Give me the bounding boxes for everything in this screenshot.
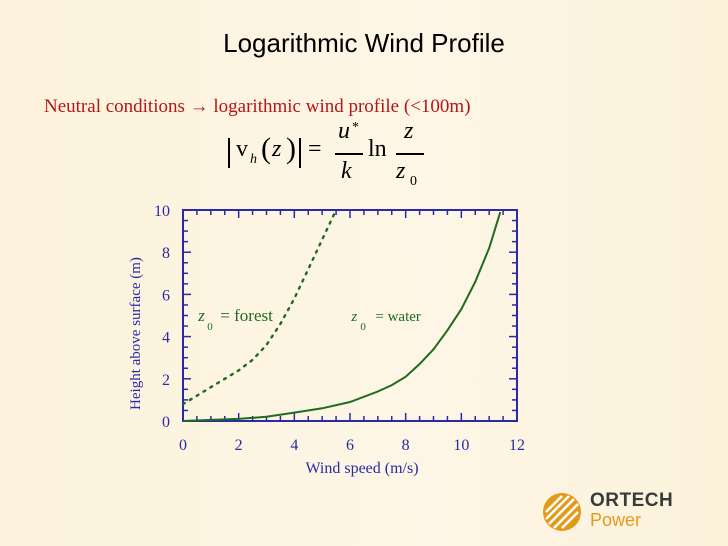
- fraction-bar-2: [396, 153, 424, 155]
- formula-ln: ln: [368, 136, 387, 162]
- x-tick-label: 2: [235, 437, 243, 454]
- y-tick-label: 4: [162, 330, 170, 347]
- x-tick-label: 4: [290, 437, 298, 454]
- formula-u: u: [338, 118, 350, 144]
- paren-open: (: [261, 132, 271, 165]
- annotation-forest: z0 = forest: [197, 306, 273, 333]
- paren-close: ): [286, 132, 296, 165]
- formula-z-arg: z: [272, 136, 282, 162]
- ortech-logo-mark: [543, 493, 581, 531]
- y-tick-label: 6: [162, 287, 170, 304]
- formula-h-subscript: h: [250, 152, 257, 167]
- slide-subtitle: Neutral conditions → logarithmic wind pr…: [44, 96, 471, 117]
- x-tick-label: 6: [346, 437, 354, 454]
- annotation-subscript: 0: [207, 321, 213, 333]
- ortech-logo: ORTECH Power: [538, 488, 688, 536]
- series-forest-line: [181, 208, 338, 406]
- formula-z-num: z: [404, 118, 414, 144]
- y-axis-label: Height above surface (m): [128, 257, 144, 410]
- annotation-text: = forest: [220, 306, 273, 325]
- formula-equals: =: [308, 136, 322, 162]
- abs-bar-right: [299, 138, 301, 168]
- annotation-z: z: [197, 306, 205, 325]
- axis-ticks: [182, 209, 518, 422]
- annotation-text: = water: [375, 309, 421, 325]
- x-tick-label: 12: [509, 437, 525, 454]
- wind-profile-formula: v h ( z ) = u * k ln z z 0: [228, 118, 428, 189]
- slide-title: Logarithmic Wind Profile: [223, 28, 505, 58]
- y-tick-label: 0: [162, 414, 170, 431]
- x-tick-label: 10: [453, 437, 469, 454]
- formula-k: k: [341, 158, 352, 184]
- x-axis-label: Wind speed (m/s): [305, 460, 418, 477]
- annotation-z: z: [350, 309, 357, 325]
- annotation-water: z0 = water: [350, 309, 421, 333]
- series-water-line: [182, 211, 502, 422]
- logo-word-power: Power: [590, 510, 642, 530]
- formula-z-den: z: [396, 158, 406, 184]
- abs-bar-left: [228, 138, 230, 168]
- logo-word-ortech: ORTECH: [590, 490, 674, 511]
- formula-star: *: [352, 120, 359, 135]
- x-tick-label: 8: [402, 437, 410, 454]
- formula-zero-subscript: 0: [410, 174, 417, 189]
- y-tick-label: 8: [162, 245, 170, 262]
- y-tick-label: 10: [154, 203, 170, 220]
- annotation-subscript: 0: [360, 321, 366, 333]
- fraction-bar-1: [335, 153, 363, 155]
- x-tick-label: 0: [179, 437, 187, 454]
- formula-v: v: [236, 136, 248, 162]
- y-tick-label: 2: [162, 372, 170, 389]
